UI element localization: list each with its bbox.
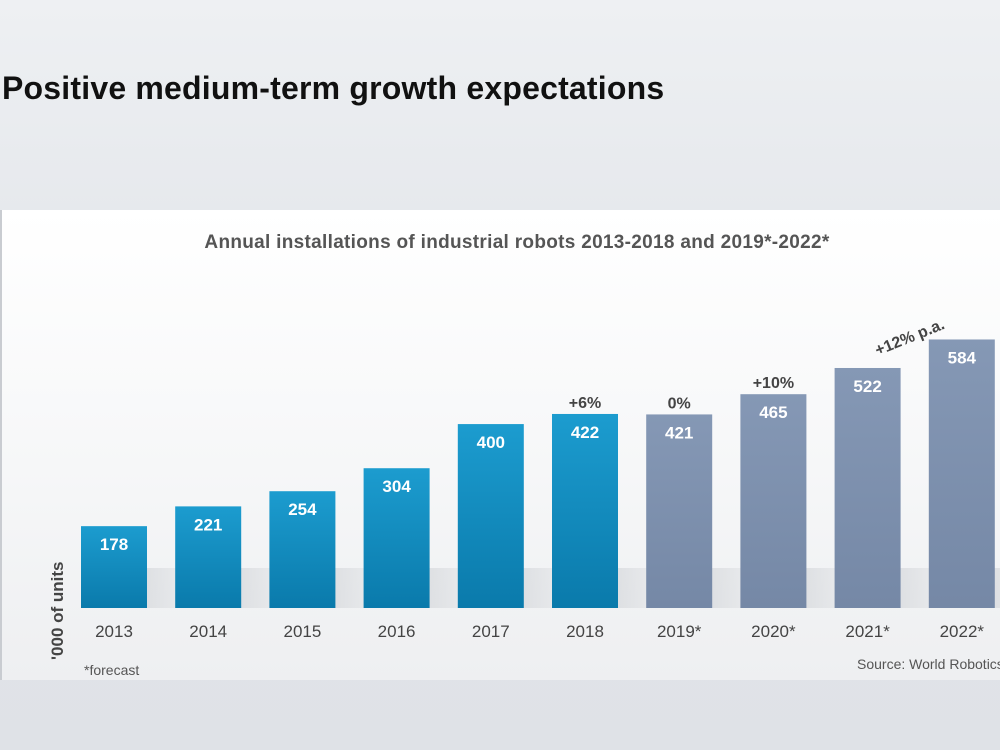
x-tick-label: 2019* [657, 622, 702, 641]
data-label: 304 [382, 477, 411, 496]
data-label: 421 [665, 423, 693, 442]
x-tick-label: 2020* [751, 622, 796, 641]
bar-shadow [990, 568, 1000, 608]
bar-2014 [175, 506, 242, 608]
bar-2016 [363, 468, 430, 608]
bar-2021-forecast [834, 367, 901, 608]
bar-2018 [552, 413, 618, 608]
bar-2013 [81, 526, 147, 608]
x-tick-label: 2016 [378, 622, 416, 641]
bar-2019-forecast [646, 414, 713, 608]
x-tick-label: 2021* [845, 622, 890, 641]
source-note: Source: World Robotics [857, 656, 1000, 672]
x-tick-label: 2013 [95, 622, 133, 641]
bar-chart: 178 2013 221 2014 254 2015 304 2016 400 2017 422 20… [81, 316, 1000, 641]
x-tick-label: 2014 [189, 622, 227, 641]
data-label: 422 [571, 423, 599, 442]
x-tick-label: 2015 [283, 622, 321, 641]
growth-annotation: 0% [668, 395, 691, 412]
data-label: 522 [853, 377, 881, 396]
chart-panel: Annual installations of industrial robot… [0, 210, 1000, 680]
bar-2017 [457, 424, 524, 608]
x-tick-label: 2018 [566, 622, 604, 641]
slide-title: Positive medium-term growth expectations [2, 70, 665, 106]
data-label: 584 [948, 348, 977, 367]
forecast-footnote: *forecast [84, 662, 140, 678]
bar-2020-forecast [740, 394, 807, 608]
growth-annotation: +10% [753, 375, 794, 392]
x-tick-label: 2022* [940, 622, 985, 641]
data-label: 178 [100, 535, 128, 554]
growth-annotation: +6% [569, 395, 601, 412]
bar-2022-forecast [928, 339, 995, 608]
data-label: 400 [477, 433, 505, 452]
data-label: 221 [194, 515, 222, 534]
data-label: 465 [759, 403, 787, 422]
x-tick-label: 2017 [472, 622, 510, 641]
chart-title: Annual installations of industrial robot… [204, 232, 830, 253]
data-label: 254 [288, 500, 317, 519]
bar-2015 [269, 491, 336, 608]
